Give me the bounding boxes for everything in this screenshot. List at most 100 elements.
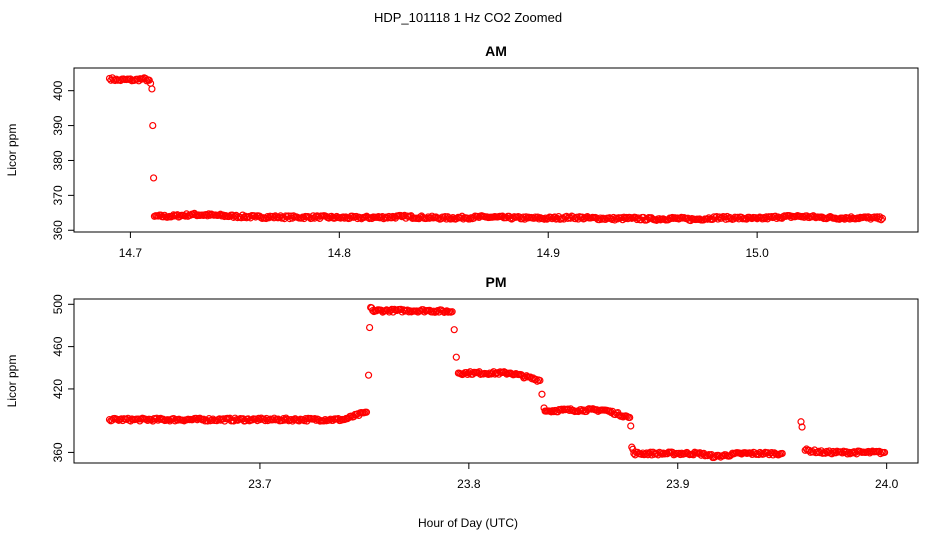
am-data-point: [263, 213, 272, 221]
am-data-point: [220, 212, 229, 221]
am-data-point: [573, 213, 581, 221]
pm-panel: PM 23.7 23.8 23.9 24.0 360 420 460 500 Licor ppm: [5, 274, 919, 491]
am-data-point: [146, 79, 155, 87]
pm-data-point: [533, 377, 541, 385]
am-data-point: [626, 213, 635, 222]
pm-data-point: [815, 447, 823, 455]
pm-x-tick-label: 23.8: [457, 477, 481, 491]
pm-data-point: [798, 423, 806, 431]
pm-data-point: [192, 414, 200, 422]
pm-data-point: [452, 353, 460, 361]
pm-data-point: [320, 417, 328, 425]
pm-data-point: [366, 323, 374, 332]
pm-data-point: [777, 449, 785, 458]
pm-data-point: [534, 376, 543, 384]
am-y-tick-label: 370: [51, 185, 65, 205]
pm-data-point: [287, 415, 295, 424]
pm-panel-title: PM: [486, 274, 507, 290]
pm-data-point: [623, 412, 631, 420]
pm-y-axis-label: Licor ppm: [5, 355, 19, 408]
am-data-point: [757, 214, 765, 222]
am-x-tick-label: 14.7: [119, 246, 143, 260]
pm-data-point: [879, 449, 887, 457]
am-data-point: [133, 75, 141, 83]
pm-data-point: [864, 447, 873, 456]
pm-data-point: [843, 450, 852, 458]
pm-data-point: [142, 415, 150, 424]
am-data-point: [340, 214, 349, 222]
pm-data-point: [538, 390, 546, 398]
am-data-point: [668, 213, 676, 222]
am-y-tick-label: 380: [51, 150, 65, 170]
am-data-point: [535, 215, 543, 223]
am-plot-frame: [73, 67, 919, 233]
am-panel-title: AM: [485, 43, 507, 59]
am-data-point: [710, 213, 718, 221]
pm-data-point: [129, 415, 137, 424]
pm-data-point: [269, 416, 277, 424]
pm-x-tick-label: 23.9: [666, 477, 690, 491]
pm-data-point: [627, 422, 635, 430]
pm-data-points: [105, 303, 889, 462]
pm-data-point: [325, 416, 333, 424]
am-y-tick-label: 390: [51, 115, 65, 135]
am-data-point: [149, 174, 158, 182]
am-data-point: [466, 215, 474, 223]
am-data-point: [752, 214, 760, 222]
am-y-tick-label: 360: [51, 220, 65, 240]
pm-data-point: [208, 416, 216, 424]
am-data-point: [871, 213, 879, 221]
pm-data-point: [430, 307, 438, 315]
pm-plot-frame: [73, 298, 919, 464]
pm-data-point: [672, 449, 681, 458]
am-x-tick-label: 15.0: [745, 246, 769, 260]
pm-x-tick-label: 23.7: [248, 477, 272, 491]
pm-data-point: [819, 449, 827, 457]
am-data-point: [730, 215, 738, 223]
pm-data-point: [338, 415, 346, 424]
pm-data-point: [860, 448, 869, 456]
am-panel: AM 14.7 14.8 14.9 15.0 360 370 380 390 400 Licor p…: [5, 43, 919, 260]
shared-x-axis-label: Hour of Day (UTC): [418, 516, 518, 530]
pm-y-tick-label: 460: [51, 336, 65, 356]
am-data-point: [518, 215, 526, 223]
pm-data-point: [565, 406, 573, 415]
pm-x-tick-label: 24.0: [875, 477, 899, 491]
pm-data-point: [450, 326, 458, 334]
am-data-point: [437, 215, 445, 223]
am-data-point: [205, 210, 213, 218]
am-data-point: [877, 216, 885, 224]
am-y-tick-label: 400: [51, 80, 65, 100]
pm-data-point: [624, 413, 632, 421]
am-y-axis-label: Licor ppm: [5, 124, 19, 177]
am-data-point: [448, 215, 456, 223]
am-data-point: [703, 215, 712, 223]
pm-data-point: [255, 414, 263, 422]
am-data-point: [583, 213, 591, 221]
pm-y-tick-label: 420: [51, 379, 65, 399]
am-data-point: [598, 215, 606, 223]
am-data-point: [522, 213, 530, 221]
am-data-point: [149, 121, 157, 130]
am-data-point: [758, 215, 766, 223]
figure-title: HDP_101118 1 Hz CO2 Zoomed: [374, 10, 562, 25]
pm-data-point: [117, 415, 125, 423]
am-data-point: [353, 214, 362, 223]
pm-data-point: [361, 408, 369, 416]
pm-data-point: [618, 412, 626, 420]
am-data-point: [250, 212, 259, 220]
pm-data-point: [447, 308, 455, 316]
pm-data-point: [658, 450, 666, 458]
am-x-tick-label: 14.8: [328, 246, 352, 260]
pm-y-tick-label: 360: [51, 442, 65, 462]
am-data-point: [531, 213, 539, 221]
am-data-point: [621, 214, 629, 223]
pm-data-point: [364, 371, 373, 379]
pm-data-point: [295, 417, 303, 425]
am-data-points: [105, 74, 887, 225]
pm-y-tick-label: 500: [51, 294, 65, 314]
am-x-tick-label: 14.9: [537, 246, 561, 260]
am-data-point: [438, 213, 447, 221]
pm-data-point: [521, 373, 529, 381]
